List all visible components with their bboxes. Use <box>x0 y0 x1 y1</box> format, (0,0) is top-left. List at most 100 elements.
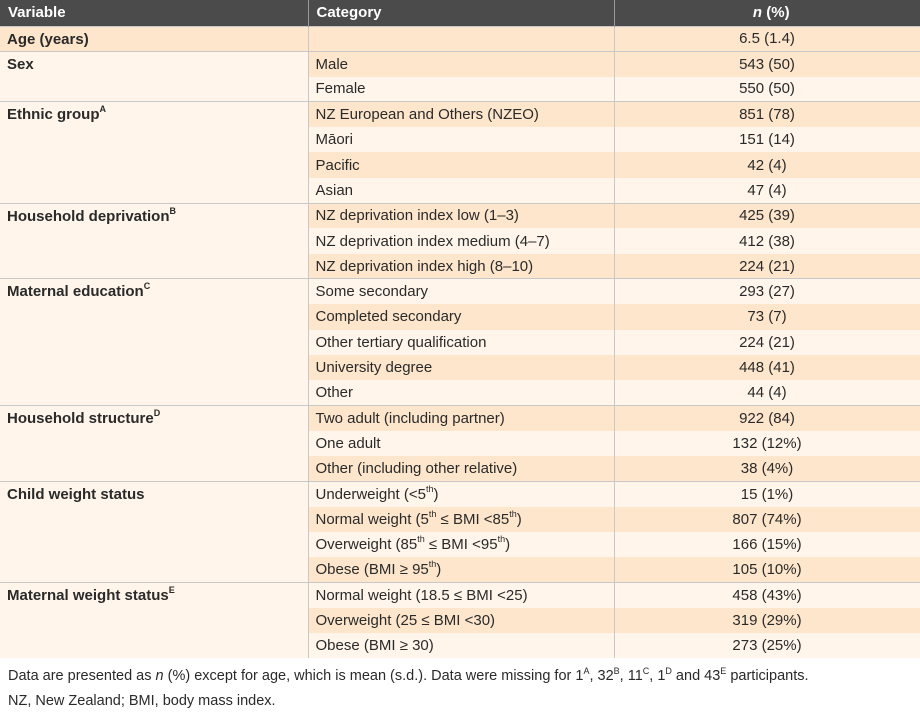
demographics-table: Variable Category n (%) Age (years) 6.5 … <box>0 0 920 659</box>
category-text-end: ) <box>516 510 522 528</box>
category-text: Overweight (85 <box>315 536 418 554</box>
category-cell <box>308 25 615 52</box>
category-text-mid: ≤ BMI <95 <box>424 536 498 554</box>
category-cell: Normal weight (5th ≤ BMI <85th) <box>308 506 615 532</box>
footnote-marker: C <box>642 665 650 676</box>
category-cell: NZ deprivation index high (8–10) <box>308 253 615 279</box>
footnote-marker: A <box>99 104 107 115</box>
table-row: Māori 151 (14) <box>0 127 920 153</box>
value-cell: 224 (21) <box>614 253 920 279</box>
category-text: Underweight (<5 <box>315 485 426 503</box>
category-cell: NZ deprivation index low (1–3) <box>308 202 615 229</box>
variable-label: Age (years) <box>7 30 89 48</box>
table-row: Obese (BMI ≥ 95th) 105 (10%) <box>0 557 920 583</box>
footnote-line-1: Data are presented as n (%) except for a… <box>8 664 912 689</box>
footnote-text: , 1 <box>649 668 666 685</box>
category-cell: Overweight (85th ≤ BMI <95th) <box>308 531 615 558</box>
variable-cell: Household structureD <box>0 404 309 482</box>
superscript: th <box>417 534 425 545</box>
table-row: Asian 47 (4) <box>0 177 920 204</box>
category-cell: Overweight (25 ≤ BMI <30) <box>308 607 615 634</box>
table-footnotes: Data are presented as n (%) except for a… <box>0 658 920 714</box>
table-row: Sex Male 543 (50) <box>0 50 920 102</box>
footnote-marker: D <box>665 665 672 676</box>
footnote-marker: E <box>720 665 727 676</box>
category-text-end: ) <box>505 536 511 554</box>
value-cell: 47 (4) <box>614 177 920 204</box>
value-cell: 44 (4) <box>614 380 920 406</box>
footnote-marker: B <box>169 205 177 216</box>
value-cell: 151 (14) <box>614 127 920 153</box>
variable-label: Sex <box>7 55 34 73</box>
table-row: Pacific 42 (4) <box>0 152 920 178</box>
header-percent: (%) <box>762 4 790 22</box>
value-cell: 293 (27) <box>614 278 920 305</box>
superscript: th <box>428 559 437 570</box>
category-cell: Normal weight (18.5 ≤ BMI <25) <box>308 582 615 608</box>
table-row: Age (years) 6.5 (1.4) <box>0 25 920 52</box>
value-cell: 166 (15%) <box>614 531 920 558</box>
value-cell: 412 (38) <box>614 228 920 254</box>
table-row: Obese (BMI ≥ 30) 273 (25%) <box>0 633 920 659</box>
header-category: Category <box>308 0 615 26</box>
value-cell: 273 (25%) <box>614 633 920 659</box>
superscript: th <box>425 483 434 494</box>
category-cell: Some secondary <box>308 278 615 305</box>
table-row: Household structureD Two adult (includin… <box>0 404 920 482</box>
header-n: n <box>752 4 763 22</box>
table-row: Household deprivationB NZ deprivation in… <box>0 202 920 279</box>
table-row: NZ deprivation index high (8–10) 224 (21… <box>0 253 920 279</box>
value-cell: 132 (12%) <box>614 430 920 457</box>
value-cell: 224 (21) <box>614 329 920 355</box>
table-row: One adult 132 (12%) <box>0 430 920 457</box>
category-text-end: ) <box>433 485 439 503</box>
superscript: th <box>509 508 517 519</box>
category-cell: NZ European and Others (NZEO) <box>308 101 615 128</box>
value-cell: 807 (74%) <box>614 506 920 532</box>
category-cell: Other tertiary qualification <box>308 329 615 355</box>
category-cell: Obese (BMI ≥ 95th) <box>308 557 615 583</box>
footnote-marker: C <box>143 281 151 292</box>
value-cell: 458 (43%) <box>614 582 920 608</box>
value-cell: 105 (10%) <box>614 557 920 583</box>
value-cell: 73 (7) <box>614 304 920 330</box>
footnote-text: Data are presented as <box>8 668 156 685</box>
value-cell: 448 (41) <box>614 354 920 381</box>
table-row: Maternal educationC Some secondary 293 (… <box>0 278 920 406</box>
footnote-text: and 43 <box>671 668 721 685</box>
category-cell: Māori <box>308 127 615 153</box>
footnote-line-2: NZ, New Zealand; BMI, body mass index. <box>8 693 276 710</box>
variable-cell: Maternal weight statusE <box>0 582 309 659</box>
table-row: University degree 448 (41) <box>0 354 920 381</box>
variable-cell: Household deprivationB <box>0 202 309 279</box>
value-cell: 425 (39) <box>614 202 920 229</box>
value-cell: 851 (78) <box>614 101 920 128</box>
value-cell: 543 (50) <box>614 50 920 77</box>
superscript: th <box>497 534 506 545</box>
value-cell: 15 (1%) <box>614 480 920 507</box>
variable-label: Maternal education <box>7 283 144 301</box>
value-cell: 42 (4) <box>614 152 920 178</box>
table-row: Child weight status Underweight (<5th) 1… <box>0 480 920 583</box>
category-cell: Completed secondary <box>308 304 615 330</box>
category-cell: Underweight (<5th) <box>308 480 615 507</box>
footnote-text: , 11 <box>619 668 643 685</box>
category-cell: Female <box>308 76 615 102</box>
variable-cell: Maternal educationC <box>0 278 309 406</box>
table-row: Other (including other relative) 38 (4%) <box>0 456 920 482</box>
footnote-marker: D <box>153 407 161 418</box>
table-header-row: Variable Category n (%) <box>0 0 920 26</box>
variable-label: Household structure <box>7 409 154 427</box>
variable-label: Household deprivation <box>7 207 170 225</box>
category-cell: Other (including other relative) <box>308 456 615 482</box>
header-n-percent: n (%) <box>614 0 920 26</box>
table-row: Other 44 (4) <box>0 380 920 406</box>
category-cell: Pacific <box>308 152 615 178</box>
table-row: Overweight (85th ≤ BMI <95th) 166 (15%) <box>0 531 920 558</box>
value-cell: 922 (84) <box>614 404 920 431</box>
category-text-mid: ≤ BMI <85 <box>436 510 510 528</box>
value-cell: 319 (29%) <box>614 607 920 634</box>
table-row: Completed secondary 73 (7) <box>0 304 920 330</box>
category-cell: University degree <box>308 354 615 381</box>
variable-cell: Ethnic groupA <box>0 101 309 204</box>
